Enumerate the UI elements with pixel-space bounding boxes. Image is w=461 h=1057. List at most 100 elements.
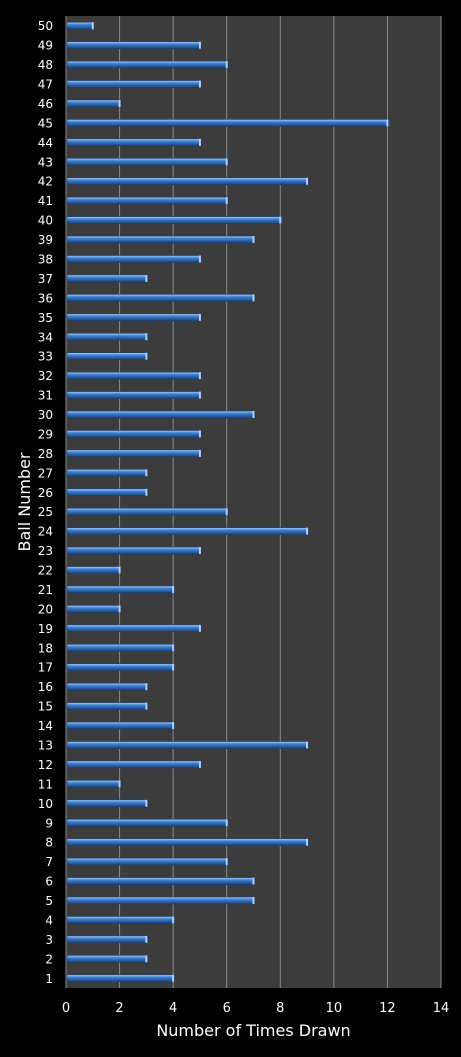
- y-tick-label: 22: [38, 564, 53, 578]
- x-axis-title: Number of Times Drawn: [156, 1021, 350, 1040]
- y-tick-label: 37: [38, 272, 53, 286]
- bar: [66, 158, 229, 166]
- y-tick-label: 35: [38, 311, 53, 325]
- y-tick-label: 21: [38, 583, 53, 597]
- bar: [66, 974, 175, 983]
- bar-end-cap: [225, 158, 228, 166]
- bar-end-cap: [306, 177, 309, 185]
- bar: [66, 119, 389, 127]
- y-tick-label: 34: [38, 330, 53, 344]
- y-tick-label: 41: [38, 194, 53, 208]
- bar: [66, 546, 202, 555]
- y-tick-label: 10: [38, 797, 53, 811]
- y-tick-label: 38: [38, 253, 53, 267]
- bar-end-cap: [145, 683, 148, 691]
- bar-end-cap: [198, 624, 201, 632]
- y-tick-label: 15: [38, 700, 53, 714]
- y-tick-label: 8: [45, 836, 53, 850]
- bar: [66, 332, 148, 341]
- bar: [66, 216, 282, 224]
- bar-end-cap: [145, 702, 148, 710]
- bar: [66, 41, 202, 49]
- bar-end-cap: [118, 99, 121, 107]
- y-tick-label: 14: [38, 719, 53, 733]
- bar-end-cap: [252, 897, 255, 905]
- y-tick-label: 11: [38, 777, 53, 791]
- bar-end-cap: [252, 877, 255, 885]
- y-tick-labels: 1234567891011121314151617181920212223242…: [38, 19, 53, 986]
- bar: [66, 469, 148, 477]
- bar-end-cap: [198, 547, 201, 555]
- bar-end-cap: [145, 935, 148, 943]
- bar: [66, 663, 175, 672]
- bar-end-cap: [252, 294, 255, 302]
- y-tick-label: 26: [38, 486, 53, 500]
- y-tick-label: 3: [45, 933, 53, 947]
- bar-end-cap: [172, 585, 175, 593]
- bar: [66, 449, 202, 458]
- y-tick-label: 39: [38, 233, 53, 247]
- bar: [66, 391, 202, 399]
- bar-end-cap: [252, 236, 255, 244]
- bar-end-cap: [225, 197, 228, 205]
- bar: [66, 488, 148, 497]
- y-tick-label: 7: [45, 855, 53, 869]
- bar-end-cap: [172, 974, 175, 982]
- y-tick-label: 24: [38, 525, 53, 539]
- bar-end-cap: [225, 508, 228, 516]
- bar-end-cap: [145, 469, 148, 477]
- bar: [66, 430, 202, 438]
- bar: [66, 294, 255, 302]
- bar-end-cap: [225, 858, 228, 866]
- bar-end-cap: [306, 741, 309, 749]
- bar-end-cap: [145, 799, 148, 807]
- bar-end-cap: [145, 274, 148, 282]
- y-tick-label: 33: [38, 350, 53, 364]
- bar: [66, 585, 175, 594]
- bar-end-cap: [172, 722, 175, 730]
- bar: [66, 527, 309, 535]
- bar-end-cap: [198, 760, 201, 768]
- bar: [66, 80, 202, 88]
- y-tick-label: 31: [38, 389, 53, 403]
- bar-end-cap: [118, 566, 121, 574]
- bar: [66, 313, 202, 322]
- bar-end-cap: [145, 955, 148, 963]
- bar: [66, 682, 148, 691]
- y-tick-label: 48: [38, 58, 53, 72]
- bar: [66, 643, 175, 652]
- bar-end-cap: [198, 138, 201, 146]
- x-tick-labels: 0 2 4 6 8 10 12 14: [62, 1001, 449, 1016]
- x-tick-label: 2: [115, 1001, 123, 1016]
- bar: [66, 138, 202, 147]
- bar-end-cap: [198, 391, 201, 399]
- bar: [66, 780, 121, 788]
- y-tick-label: 50: [38, 19, 53, 33]
- y-tick-label: 2: [45, 952, 53, 966]
- bar-end-cap: [118, 605, 121, 613]
- bar: [66, 605, 121, 613]
- bar: [66, 566, 121, 574]
- bar-end-cap: [198, 430, 201, 438]
- y-tick-label: 6: [45, 875, 53, 889]
- bar: [66, 838, 309, 847]
- bar: [66, 99, 121, 108]
- bar: [66, 352, 148, 361]
- bar: [66, 799, 148, 808]
- bar: [66, 702, 148, 710]
- bar-end-cap: [225, 819, 228, 827]
- bar: [66, 177, 309, 186]
- y-tick-label: 29: [38, 427, 53, 441]
- x-tick-label: 12: [379, 1001, 396, 1016]
- y-tick-label: 49: [38, 39, 53, 53]
- y-tick-label: 47: [38, 78, 53, 92]
- bars: [66, 21, 389, 983]
- bar: [66, 857, 229, 866]
- bar: [66, 935, 148, 944]
- y-tick-label: 23: [38, 544, 53, 558]
- y-tick-label: 42: [38, 175, 53, 189]
- bar: [66, 896, 255, 905]
- bar: [66, 916, 175, 924]
- bar: [66, 507, 229, 516]
